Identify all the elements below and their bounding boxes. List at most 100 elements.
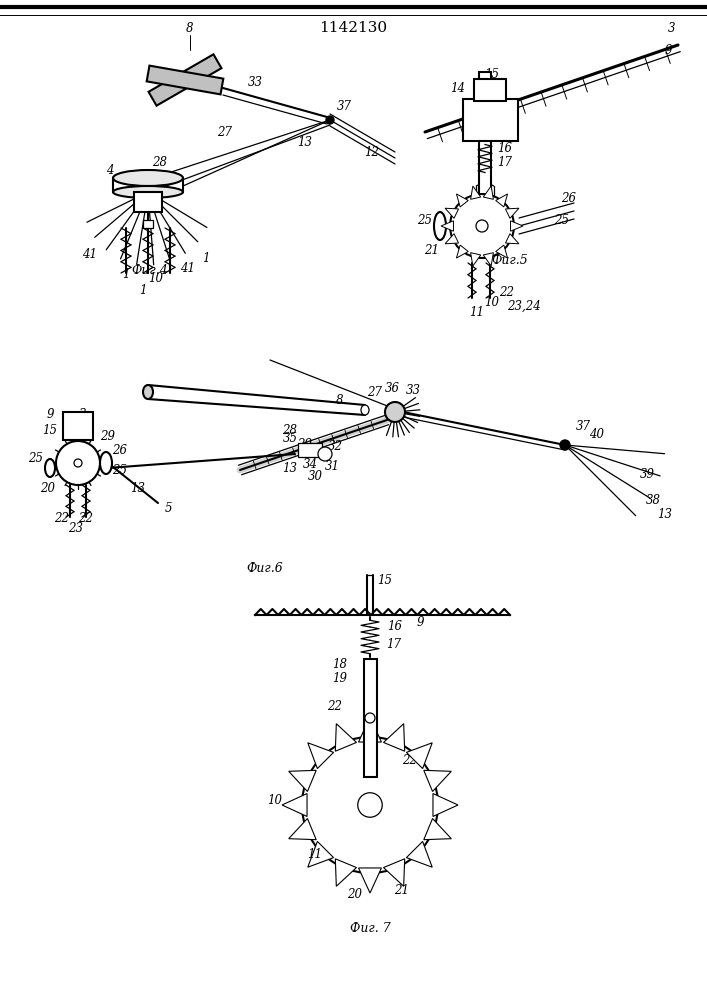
Text: 3: 3 [79, 408, 87, 422]
Text: 1142130: 1142130 [319, 21, 387, 35]
Polygon shape [383, 859, 404, 886]
Polygon shape [146, 66, 223, 94]
Polygon shape [358, 717, 382, 742]
Polygon shape [288, 770, 316, 791]
Polygon shape [308, 743, 334, 769]
Circle shape [560, 440, 570, 450]
Text: 22: 22 [327, 700, 342, 712]
Polygon shape [308, 841, 334, 867]
Text: 22: 22 [78, 512, 93, 524]
Polygon shape [506, 208, 519, 218]
Text: 26: 26 [112, 444, 127, 458]
Text: 13: 13 [658, 508, 672, 522]
Text: 20: 20 [40, 482, 56, 494]
Text: 25: 25 [418, 215, 433, 228]
Text: 22: 22 [402, 754, 418, 766]
Text: 30: 30 [308, 471, 322, 484]
Text: 8: 8 [186, 21, 194, 34]
Ellipse shape [113, 186, 183, 198]
Polygon shape [383, 724, 404, 751]
Text: 36: 36 [385, 381, 399, 394]
Polygon shape [282, 794, 307, 816]
Ellipse shape [434, 212, 446, 240]
Text: 40: 40 [590, 428, 604, 442]
Text: 13: 13 [283, 462, 298, 476]
Text: 5: 5 [164, 502, 172, 514]
Text: 31: 31 [325, 460, 339, 474]
Polygon shape [445, 208, 459, 218]
Text: Фиг. 7: Фиг. 7 [350, 922, 390, 934]
Text: 17: 17 [498, 156, 513, 169]
Text: 25: 25 [112, 464, 127, 478]
Ellipse shape [113, 170, 183, 186]
Text: 21: 21 [424, 244, 440, 257]
Circle shape [302, 737, 438, 873]
Circle shape [318, 447, 332, 461]
Text: 27: 27 [368, 385, 382, 398]
Polygon shape [457, 245, 468, 258]
Text: 13: 13 [298, 135, 312, 148]
Text: 9: 9 [46, 408, 54, 422]
Text: 15: 15 [484, 68, 500, 81]
Text: 14: 14 [450, 82, 465, 95]
Polygon shape [423, 770, 451, 791]
Polygon shape [407, 841, 432, 867]
Polygon shape [510, 221, 523, 231]
Text: 29: 29 [298, 438, 312, 452]
Polygon shape [335, 859, 356, 886]
Circle shape [365, 713, 375, 723]
Text: 41: 41 [180, 261, 196, 274]
Text: 25: 25 [554, 215, 570, 228]
Circle shape [450, 194, 514, 258]
Circle shape [326, 116, 334, 124]
Text: 37: 37 [337, 100, 351, 112]
Text: 21: 21 [395, 884, 409, 896]
Text: 3: 3 [668, 21, 676, 34]
Text: 1: 1 [139, 284, 147, 296]
Text: Фиг.5: Фиг.5 [491, 253, 528, 266]
Text: 9: 9 [416, 616, 423, 630]
Bar [479, 72, 491, 201]
Text: 32: 32 [327, 440, 342, 454]
Text: 33: 33 [406, 383, 421, 396]
Polygon shape [484, 253, 493, 266]
Polygon shape [496, 245, 508, 258]
Polygon shape [471, 253, 481, 266]
Polygon shape [433, 794, 458, 816]
Text: 11: 11 [308, 848, 322, 861]
Polygon shape [288, 819, 316, 840]
Text: 26: 26 [561, 192, 576, 205]
Polygon shape [506, 234, 519, 244]
Text: 13: 13 [131, 482, 146, 494]
Circle shape [476, 220, 488, 232]
Text: 41: 41 [83, 248, 98, 261]
Text: 10: 10 [267, 794, 283, 806]
Text: 15: 15 [378, 574, 392, 586]
Text: 22: 22 [54, 512, 69, 524]
Bar [143, 220, 153, 228]
Circle shape [385, 402, 405, 422]
Text: 8: 8 [337, 393, 344, 406]
Text: 23,24: 23,24 [507, 300, 541, 312]
Polygon shape [457, 194, 468, 207]
Text: 16: 16 [387, 620, 402, 634]
Ellipse shape [143, 385, 153, 399]
Polygon shape [445, 234, 459, 244]
Polygon shape [358, 868, 382, 893]
Bar [134, 192, 162, 212]
Text: 10: 10 [484, 296, 500, 310]
Text: 28: 28 [153, 155, 168, 168]
Circle shape [358, 793, 382, 817]
Polygon shape [423, 819, 451, 840]
Text: 34: 34 [303, 458, 317, 471]
Text: 35: 35 [283, 432, 298, 446]
Text: 38: 38 [645, 493, 660, 506]
Text: 1: 1 [122, 268, 130, 282]
Text: Фиг.4: Фиг.4 [132, 263, 168, 276]
Text: 16: 16 [498, 142, 513, 155]
Text: 17: 17 [387, 639, 402, 652]
Text: 33: 33 [247, 76, 262, 89]
Circle shape [74, 459, 82, 467]
Polygon shape [496, 194, 508, 207]
Text: 23: 23 [69, 522, 83, 534]
